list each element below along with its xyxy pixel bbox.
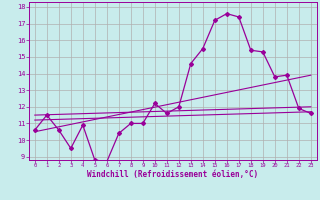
X-axis label: Windchill (Refroidissement éolien,°C): Windchill (Refroidissement éolien,°C)	[87, 170, 258, 179]
